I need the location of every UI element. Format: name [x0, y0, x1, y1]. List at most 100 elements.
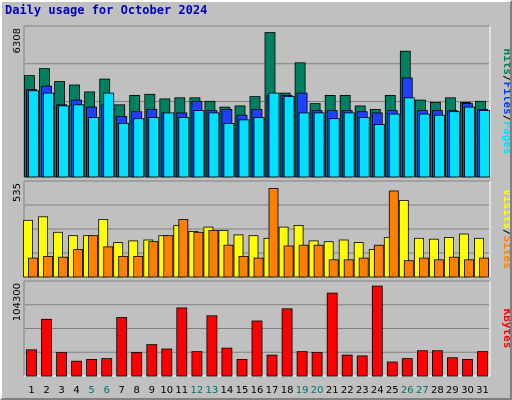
bar-kbytes-day-21 — [326, 292, 338, 377]
legend-item-visits: Visits — [501, 189, 510, 229]
x-tick-day-15: 15 — [236, 385, 249, 396]
chart-title: Daily usage for October 2024 — [5, 3, 208, 17]
bar-sites-day-14 — [223, 244, 234, 278]
bar-sites-day-13 — [208, 230, 219, 278]
x-tick-day-25: 25 — [386, 385, 399, 396]
bar-kbytes-day-1 — [26, 349, 37, 377]
x-tick-day-7: 7 — [119, 385, 125, 396]
bar-sites-day-17 — [268, 187, 279, 278]
bar-pages-day-3 — [58, 105, 69, 178]
bar-sites-day-23 — [358, 257, 369, 278]
bar-kbytes-day-27 — [416, 350, 428, 377]
bar-kbytes-day-11 — [176, 307, 188, 377]
bar-pages-day-4 — [73, 104, 84, 178]
bar-kbytes-day-10 — [161, 348, 173, 377]
x-tick-day-13: 13 — [206, 385, 219, 396]
bar-kbytes-day-30 — [462, 358, 473, 377]
x-tick-day-8: 8 — [134, 385, 140, 396]
x-tick-day-17: 17 — [266, 385, 279, 396]
bar-pages-day-16 — [253, 117, 265, 178]
bar-sites-day-6 — [103, 246, 114, 278]
bar-pages-day-27 — [418, 113, 430, 178]
bar-visits-day-16 — [248, 235, 259, 278]
bar-sites-day-7 — [118, 255, 129, 278]
bar-visits-day-27 — [413, 237, 424, 278]
bar-sites-day-15 — [238, 255, 249, 278]
bar-kbytes-day-19 — [296, 351, 308, 377]
bar-kbytes-day-17 — [266, 354, 278, 377]
x-tick-day-22: 22 — [341, 385, 354, 396]
bar-visits-day-3 — [53, 231, 63, 278]
x-tick-day-4: 4 — [73, 385, 79, 396]
x-tick-day-2: 2 — [43, 385, 49, 396]
bar-kbytes-day-13 — [206, 315, 218, 377]
x-tick-day-1: 1 — [28, 385, 34, 396]
x-tick-day-14: 14 — [221, 385, 234, 396]
bar-pages-day-12 — [193, 110, 205, 178]
bar-visits-day-1 — [23, 219, 33, 278]
bar-sites-day-5 — [88, 235, 98, 278]
bar-kbytes-day-20 — [311, 351, 323, 377]
x-tick-day-19: 19 — [296, 385, 309, 396]
bar-sites-day-18 — [283, 245, 294, 278]
bar-sites-day-8 — [133, 255, 144, 278]
bar-kbytes-day-22 — [341, 354, 353, 377]
x-tick-day-18: 18 — [281, 385, 294, 396]
bar-sites-day-11 — [178, 218, 189, 278]
bar-pages-day-15 — [238, 119, 250, 178]
bar-visits-day-15 — [233, 234, 244, 278]
bar-visits-day-2 — [38, 216, 48, 278]
bar-visits-day-31 — [474, 237, 484, 278]
bar-pages-day-7 — [118, 123, 130, 178]
bar-sites-day-1 — [28, 257, 38, 278]
bar-kbytes-day-25 — [386, 361, 398, 377]
bar-pages-day-26 — [403, 97, 415, 178]
bar-kbytes-day-2 — [41, 318, 52, 377]
x-tick-day-31: 31 — [476, 385, 489, 396]
bar-pages-day-11 — [178, 117, 190, 178]
bar-pages-day-2 — [43, 92, 54, 178]
bar-sites-day-24 — [373, 244, 384, 278]
y-max-label-pages-files-hits: 6308 — [12, 28, 23, 53]
bar-sites-day-21 — [328, 259, 339, 278]
bar-sites-day-29 — [448, 256, 459, 278]
bar-pages-day-14 — [223, 123, 235, 178]
bar-sites-day-4 — [73, 249, 83, 278]
bar-pages-day-22 — [343, 112, 355, 178]
bar-pages-day-29 — [448, 111, 460, 178]
bar-sites-day-28 — [433, 259, 444, 278]
bar-kbytes-day-29 — [446, 357, 458, 377]
bar-kbytes-day-26 — [401, 358, 413, 377]
legend-item-kbytes: KBytes — [501, 309, 510, 349]
bar-pages-day-13 — [208, 112, 220, 178]
x-tick-day-11: 11 — [175, 385, 188, 396]
x-tick-day-6: 6 — [104, 385, 110, 396]
bar-pages-day-6 — [103, 92, 115, 178]
x-tick-day-26: 26 — [401, 385, 414, 396]
bar-pages-day-24 — [373, 124, 385, 178]
bar-kbytes-day-15 — [236, 358, 248, 377]
x-tick-day-5: 5 — [88, 385, 94, 396]
bar-kbytes-day-9 — [146, 344, 158, 377]
bar-pages-day-20 — [313, 112, 325, 178]
bar-kbytes-day-31 — [477, 351, 488, 377]
legend-item-files: Files — [501, 82, 510, 115]
bar-pages-day-5 — [88, 117, 99, 178]
bar-visits-day-22 — [338, 239, 349, 278]
x-tick-day-29: 29 — [446, 385, 459, 396]
bar-kbytes-day-5 — [86, 358, 97, 377]
legend-item-hits: Hits — [501, 49, 510, 76]
bar-kbytes-day-28 — [431, 350, 443, 377]
x-tick-day-16: 16 — [251, 385, 264, 396]
bar-sites-day-2 — [43, 255, 53, 278]
bar-sites-day-3 — [58, 256, 68, 278]
bar-sites-day-31 — [479, 257, 489, 278]
bar-kbytes-day-16 — [251, 320, 263, 377]
bar-kbytes-day-4 — [71, 360, 82, 377]
legend-separator: / — [501, 75, 510, 82]
bar-kbytes-day-24 — [371, 285, 383, 377]
bar-pages-day-23 — [358, 117, 370, 178]
bar-kbytes-day-18 — [281, 308, 293, 377]
